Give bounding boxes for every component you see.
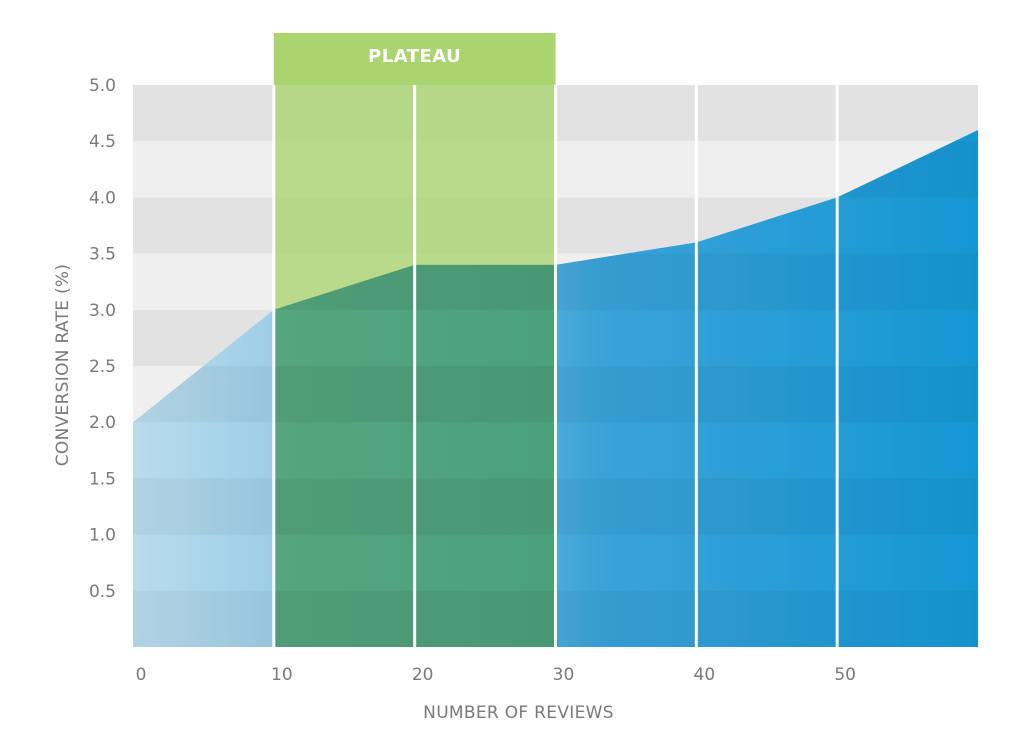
x-tick-label: 40: [694, 665, 716, 685]
y-tick-label: 4.0: [89, 188, 116, 208]
x-tick-label: 30: [553, 665, 575, 685]
x-tick-label: 50: [834, 665, 856, 685]
x-axis-title: NUMBER OF REVIEWS: [423, 703, 614, 723]
x-tick-label: 0: [136, 665, 147, 685]
y-tick-label: 4.5: [89, 132, 116, 152]
plateau-header: [273, 33, 556, 85]
y-tick-label: 1.5: [89, 469, 116, 489]
y-tick-label: 3.5: [89, 245, 116, 265]
x-tick-label: 10: [271, 665, 293, 685]
plateau-label: PLATEAU: [368, 46, 461, 67]
y-axis-title: CONVERSION RATE (%): [53, 264, 73, 467]
y-tick-label: 2.5: [89, 357, 116, 377]
y-tick-label: 1.0: [89, 526, 116, 546]
y-tick-label: 3.0: [89, 301, 116, 321]
y-tick-label: 0.5: [89, 582, 116, 602]
x-tick-label: 20: [412, 665, 434, 685]
y-tick-label: 2.0: [89, 413, 116, 433]
y-tick-label: 5.0: [89, 76, 116, 96]
